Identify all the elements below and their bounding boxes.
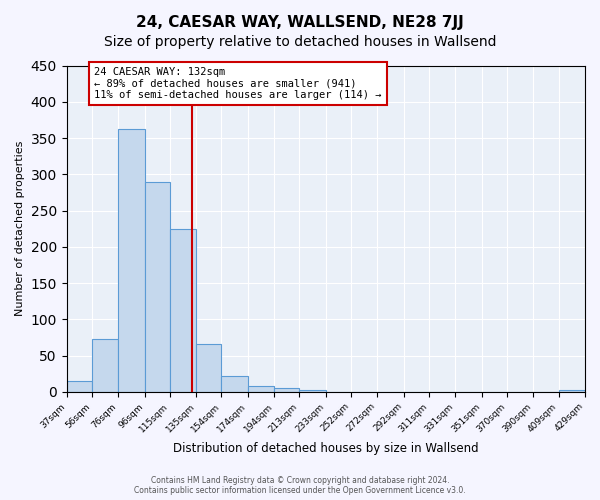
- Bar: [170, 228, 196, 392]
- Bar: [118, 130, 145, 392]
- Bar: [92, 339, 118, 392]
- Bar: [248, 386, 274, 392]
- Bar: [559, 390, 585, 392]
- Text: 24 CAESAR WAY: 132sqm
← 89% of detached houses are smaller (941)
11% of semi-det: 24 CAESAR WAY: 132sqm ← 89% of detached …: [94, 67, 382, 100]
- X-axis label: Distribution of detached houses by size in Wallsend: Distribution of detached houses by size …: [173, 442, 479, 455]
- Text: 24, CAESAR WAY, WALLSEND, NE28 7JJ: 24, CAESAR WAY, WALLSEND, NE28 7JJ: [136, 15, 464, 30]
- Bar: [221, 376, 248, 392]
- Y-axis label: Number of detached properties: Number of detached properties: [15, 141, 25, 316]
- Text: Contains HM Land Registry data © Crown copyright and database right 2024.
Contai: Contains HM Land Registry data © Crown c…: [134, 476, 466, 495]
- Bar: [196, 344, 221, 392]
- Text: Size of property relative to detached houses in Wallsend: Size of property relative to detached ho…: [104, 35, 496, 49]
- Bar: [145, 182, 170, 392]
- Bar: [274, 388, 299, 392]
- Bar: [299, 390, 326, 392]
- Bar: [67, 381, 92, 392]
